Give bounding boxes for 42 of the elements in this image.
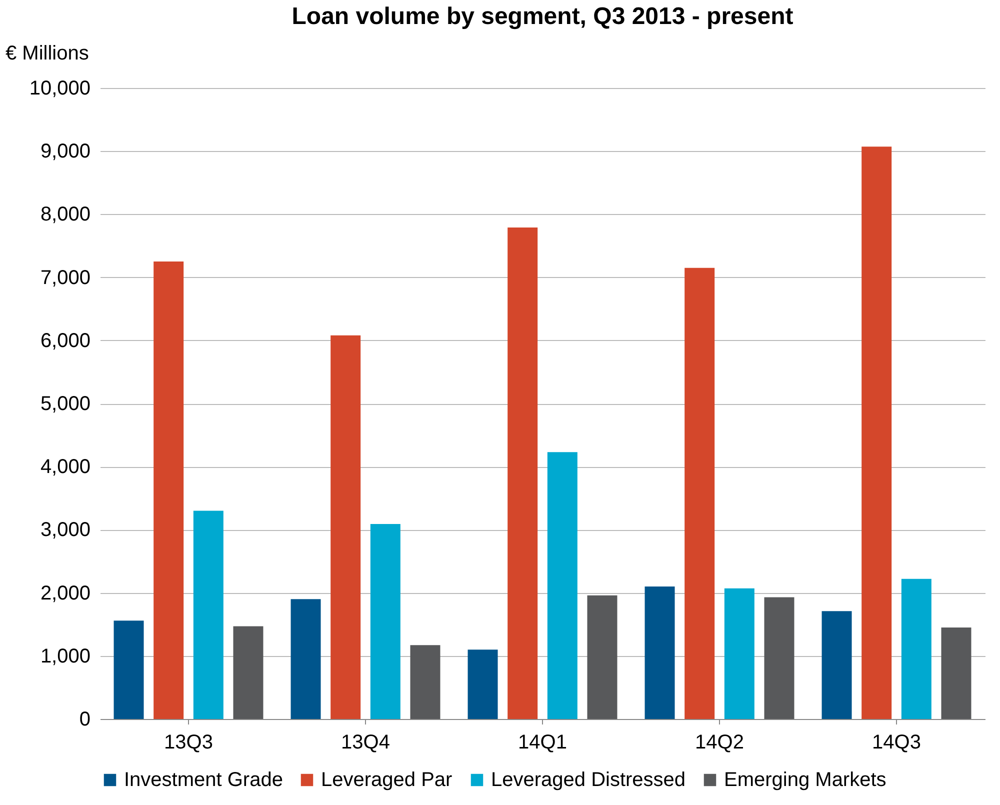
legend-label: Leveraged Par xyxy=(321,769,453,791)
chart-title: Loan volume by segment, Q3 2013 - present xyxy=(292,3,794,30)
x-tick-label: 14Q2 xyxy=(695,732,744,754)
x-tick-label: 14Q3 xyxy=(872,732,921,754)
bar xyxy=(410,645,440,719)
y-tick-label: 2,000 xyxy=(40,582,90,604)
bar xyxy=(587,595,618,719)
y-tick-label: 10,000 xyxy=(29,78,90,100)
bar xyxy=(822,611,852,719)
bar xyxy=(644,586,675,719)
bar xyxy=(154,262,184,719)
x-tick-label: 14Q1 xyxy=(518,732,567,754)
y-tick-label: 9,000 xyxy=(40,140,90,163)
y-tick-label: 0 xyxy=(79,708,90,730)
bar xyxy=(508,227,538,719)
bar xyxy=(290,599,321,719)
bar xyxy=(233,626,264,719)
legend-label: Leveraged Distressed xyxy=(491,769,686,791)
y-tick-label: 3,000 xyxy=(40,519,90,542)
bar xyxy=(764,597,794,719)
y-axis-title: € Millions xyxy=(6,42,89,64)
legend-label: Investment Grade xyxy=(124,769,283,791)
bar xyxy=(724,588,754,719)
x-tick-label: 13Q4 xyxy=(341,732,390,754)
bar xyxy=(547,452,578,719)
bar xyxy=(193,510,224,719)
bar xyxy=(901,578,932,719)
y-tick-label: 4,000 xyxy=(40,456,90,478)
bar xyxy=(684,268,715,719)
bar xyxy=(114,620,144,719)
y-tick-label: 8,000 xyxy=(40,204,90,226)
y-tick-label: 6,000 xyxy=(40,330,90,352)
legend-label: Emerging Markets xyxy=(724,769,886,791)
bar xyxy=(468,650,498,719)
y-tick-label: 5,000 xyxy=(40,393,90,415)
bar xyxy=(862,146,892,719)
bar xyxy=(941,628,972,719)
y-tick-label: 1,000 xyxy=(40,645,90,668)
x-tick-label: 13Q3 xyxy=(164,732,213,754)
bar xyxy=(330,335,361,719)
bar xyxy=(370,524,400,719)
y-tick-label: 7,000 xyxy=(40,266,90,289)
